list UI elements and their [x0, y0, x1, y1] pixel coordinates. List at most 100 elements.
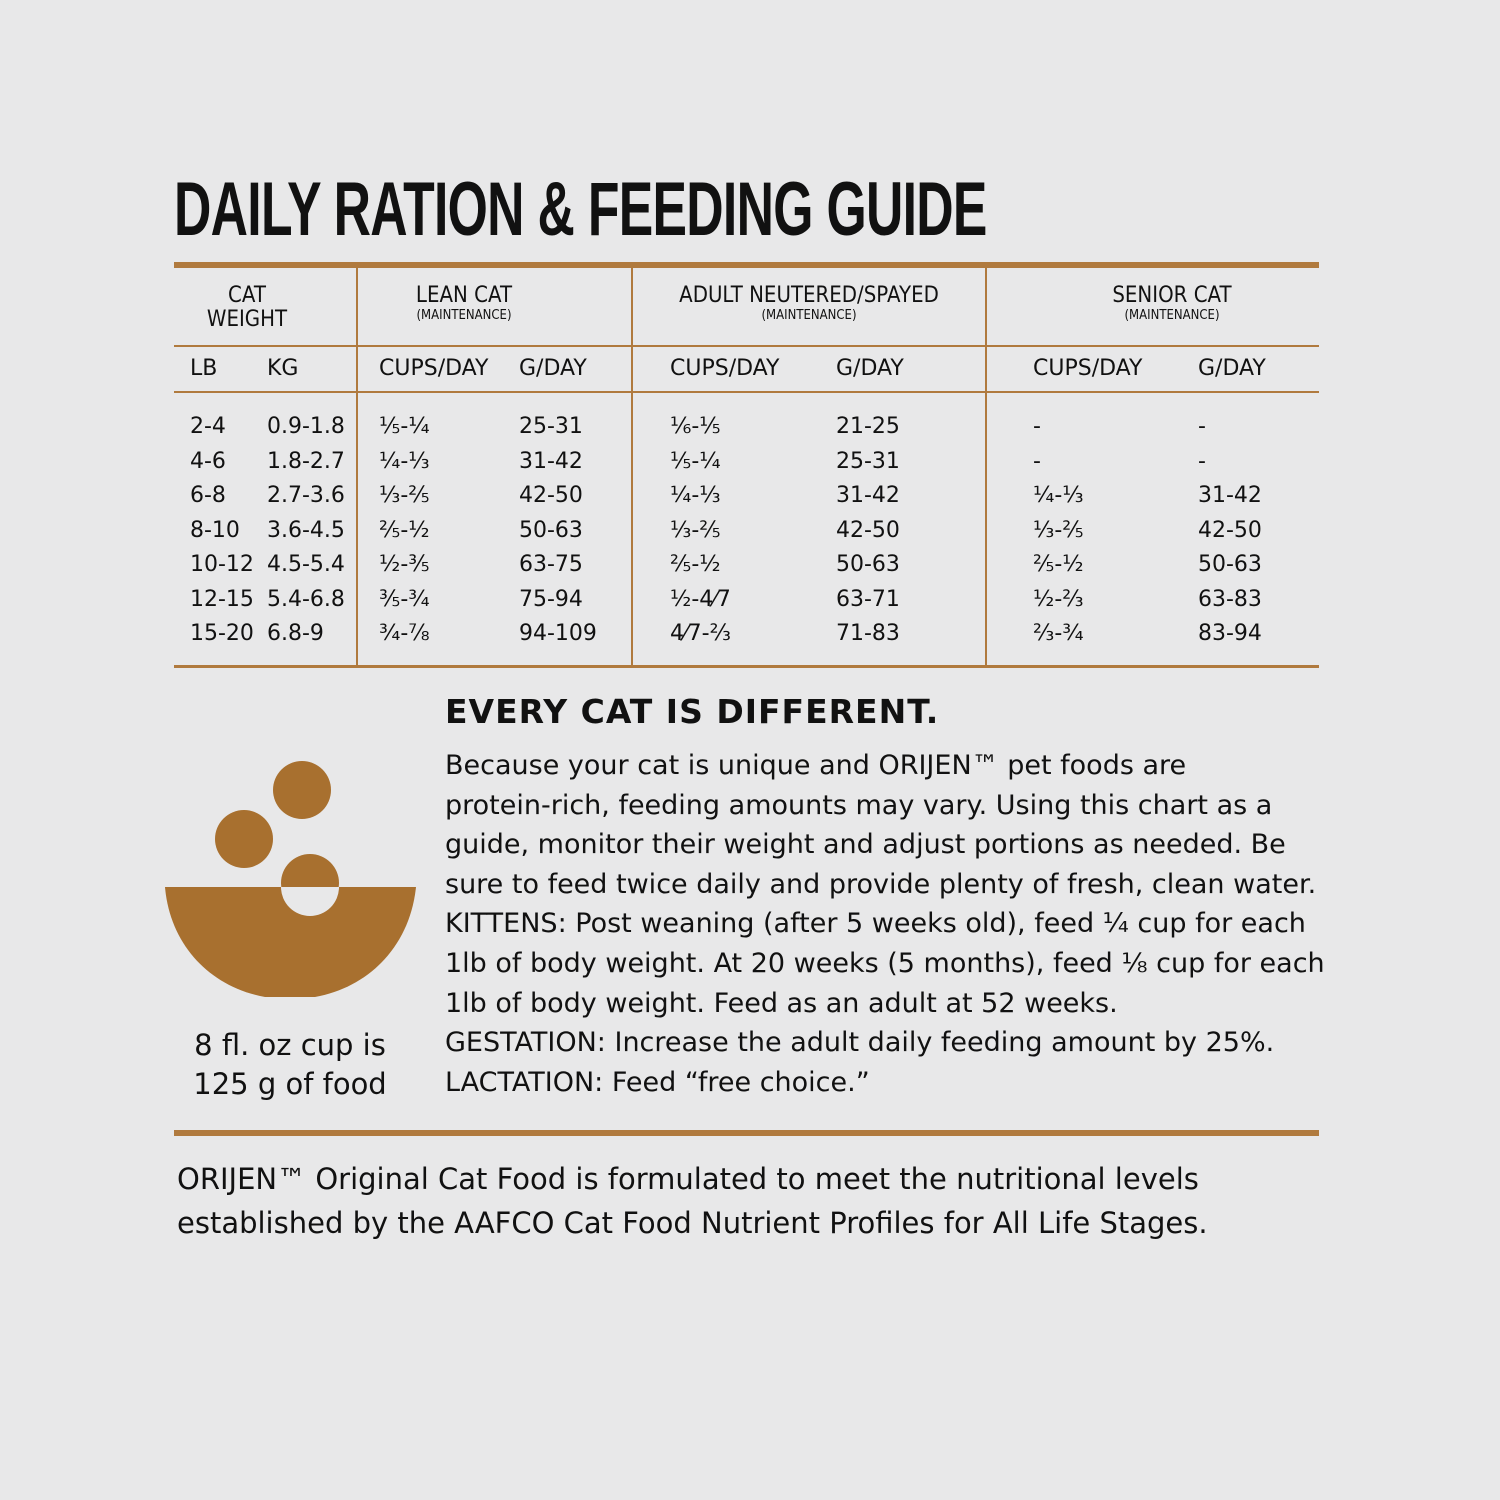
cell-adult-cups: ⅓-⅖	[670, 517, 721, 543]
cell-kg: 0.9-1.8	[267, 414, 345, 439]
note-line: protein-rich, feeding amounts may vary. …	[445, 789, 1273, 821]
cell-adult-g: 71-83	[836, 621, 900, 646]
cell-kg: 4.5-5.4	[267, 552, 345, 577]
cell-senior-g: 50-63	[1198, 552, 1262, 577]
note-body: Because your cat is unique and ORIJEN™ p…	[445, 746, 1345, 1102]
note-line: 1lb of body weight. Feed as an adult at …	[445, 987, 1118, 1019]
cell-lean-cups: ¾-⅞	[379, 621, 430, 646]
cell-adult-cups: ⅕-¼	[670, 448, 721, 474]
column-divider	[631, 268, 633, 668]
cell-lean-g: 94-109	[519, 621, 597, 646]
note-line: 1lb of body weight. At 20 weeks (5 month…	[445, 947, 1325, 979]
cell-kg: 1.8-2.7	[267, 448, 345, 474]
cell-senior-cups: ⅔-¾	[1033, 621, 1084, 646]
cell-lb: 8-10	[190, 517, 240, 543]
cell-lb: 10-12	[190, 552, 254, 577]
cell-senior-g: 63-83	[1198, 586, 1262, 612]
header-adult-neutered: ADULT NEUTERED/SPAYED (MAINTENANCE)	[650, 284, 969, 324]
footer-line: established by the AAFCO Cat Food Nutrie…	[177, 1206, 1208, 1240]
cell-kg: 2.7-3.6	[267, 483, 345, 508]
header-lean-cat: LEAN CAT (MAINTENANCE)	[368, 284, 561, 324]
cell-adult-g: 50-63	[836, 552, 900, 577]
header-label: LEAN CAT	[415, 283, 513, 308]
cell-lb: 15-20	[190, 621, 254, 646]
footer-line: ORIJEN™ Original Cat Food is formulated …	[177, 1162, 1199, 1196]
cell-lb: 4-6	[190, 448, 226, 474]
table-top-rule	[174, 262, 1319, 268]
cell-adult-g: 21-25	[836, 414, 900, 439]
subheader-lean-cups: CUPS/DAY	[379, 356, 489, 381]
cell-lean-g: 75-94	[519, 586, 583, 612]
cell-senior-cups: -	[1033, 448, 1041, 474]
cell-adult-cups: ½-4⁄7	[670, 586, 731, 612]
note-line: Because your cat is unique and ORIJEN™ p…	[445, 750, 1187, 781]
cell-senior-g: 83-94	[1198, 621, 1262, 646]
cell-adult-cups: ⅙-⅕	[670, 414, 721, 439]
subheader-lean-g: G/DAY	[519, 356, 587, 381]
cell-kg: 6.8-9	[267, 621, 324, 646]
header-sub: (MAINTENANCE)	[761, 308, 857, 323]
cell-lb: 6-8	[190, 483, 226, 508]
header-label: ADULT NEUTERED/SPAYED	[679, 283, 939, 308]
cell-lean-g: 31-42	[519, 448, 583, 474]
table-bottom-rule	[174, 665, 1319, 668]
cell-lean-cups: ⅓-⅖	[379, 483, 430, 508]
cup-note-line: 8 fl. oz cup is	[194, 1028, 386, 1062]
food-bowl-icon	[165, 761, 416, 997]
cell-lean-cups: ½-⅗	[379, 552, 430, 577]
cell-senior-cups: ⅖-½	[1033, 552, 1084, 577]
cell-lean-cups: ⅖-½	[379, 517, 430, 543]
cell-adult-g: 31-42	[836, 483, 900, 508]
cell-adult-cups: ⅖-½	[670, 552, 721, 577]
cell-lean-g: 63-75	[519, 552, 583, 577]
cell-lean-cups: ⅗-¾	[379, 586, 430, 612]
cell-senior-g: 42-50	[1198, 517, 1262, 543]
subheader-adult-cups: CUPS/DAY	[670, 356, 780, 381]
subheader-senior-g: G/DAY	[1198, 356, 1266, 381]
cell-adult-g: 42-50	[836, 517, 900, 543]
header-label: SENIOR CAT	[1112, 283, 1232, 308]
header-senior-cat: SENIOR CAT (MAINTENANCE)	[1005, 284, 1340, 324]
header-sub: (MAINTENANCE)	[1124, 308, 1220, 323]
cell-lb: 12-15	[190, 586, 254, 612]
cell-senior-cups: ½-⅔	[1033, 586, 1084, 612]
cup-note-line: 125 g of food	[193, 1067, 387, 1101]
cell-senior-cups: ¼-⅓	[1033, 483, 1084, 508]
cell-adult-cups: 4⁄7-⅔	[670, 621, 731, 646]
subheader-lb: LB	[190, 356, 218, 381]
cell-lean-g: 42-50	[519, 483, 583, 508]
note-heading: EVERY CAT IS DIFFERENT.	[445, 692, 940, 731]
cell-senior-cups: ⅓-⅖	[1033, 517, 1084, 543]
page-title: DAILY RATION & FEEDING GUIDE	[174, 167, 987, 252]
note-line: guide, monitor their weight and adjust p…	[445, 829, 1286, 861]
subheader-kg: KG	[267, 356, 299, 381]
cell-kg: 5.4-6.8	[267, 586, 345, 612]
subheader-senior-cups: CUPS/DAY	[1033, 356, 1143, 381]
cell-senior-cups: -	[1033, 414, 1041, 439]
subheader-adult-g: G/DAY	[836, 356, 904, 381]
cell-lean-cups: ⅕-¼	[379, 414, 430, 439]
cell-lean-g: 50-63	[519, 517, 583, 543]
cell-senior-g: -	[1198, 448, 1206, 474]
note-line: KITTENS: Post weaning (after 5 weeks old…	[445, 908, 1306, 940]
header-sub: (MAINTENANCE)	[416, 308, 512, 323]
cell-adult-cups: ¼-⅓	[670, 483, 721, 508]
note-line: GESTATION: Increase the adult daily feed…	[445, 1027, 1275, 1059]
cell-kg: 3.6-4.5	[267, 517, 345, 543]
header-line: CAT	[228, 283, 266, 308]
column-divider	[985, 268, 987, 668]
header-line: WEIGHT	[206, 307, 288, 332]
cell-senior-g: -	[1198, 414, 1206, 439]
cup-note: 8 fl. oz cup is 125 g of food	[165, 1026, 415, 1104]
cell-adult-g: 25-31	[836, 448, 900, 474]
cell-lean-cups: ¼-⅓	[379, 448, 430, 474]
footer-text: ORIJEN™ Original Cat Food is formulated …	[177, 1157, 1208, 1245]
header-cat-weight: CAT WEIGHT	[181, 284, 312, 332]
column-divider	[356, 268, 358, 668]
cell-lb: 2-4	[190, 414, 226, 439]
cell-senior-g: 31-42	[1198, 483, 1262, 508]
header-divider	[174, 345, 1319, 347]
footer-rule	[174, 1130, 1319, 1136]
note-line: LACTATION: Feed “free choice.”	[445, 1066, 870, 1098]
note-line: sure to feed twice daily and provide ple…	[445, 868, 1317, 900]
